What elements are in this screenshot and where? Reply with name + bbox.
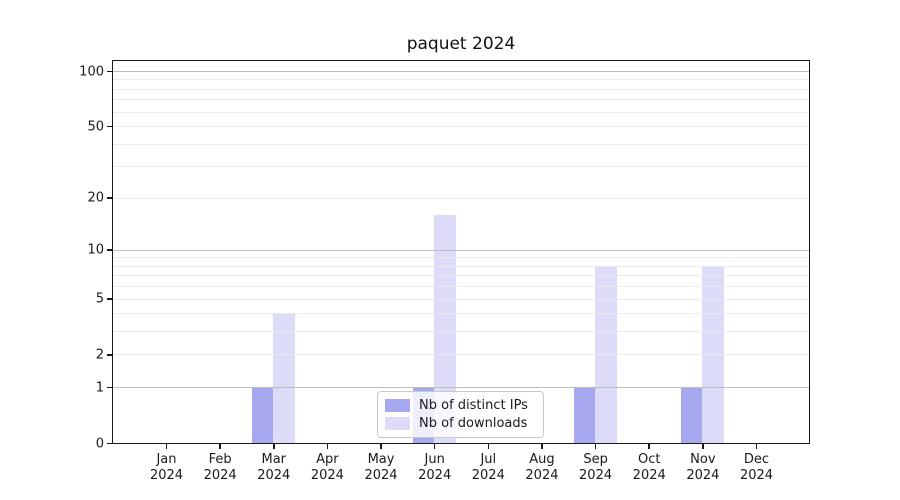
- plot-area: [112, 60, 810, 444]
- legend-swatch-downloads: [385, 417, 410, 430]
- bar-distinct-ips-mar: [251, 387, 274, 443]
- grid-line-minor-70: [113, 99, 809, 101]
- grid-line-minor-30: [113, 166, 809, 168]
- grid-line-minor-7: [113, 275, 809, 277]
- x-axis: Jan 2024 Feb 2024 Mar 2024 Apr 2024 May 2024…: [114, 452, 812, 492]
- legend-label-distinct-ips: Nb of distinct IPs: [419, 398, 528, 413]
- x-tick-mark-mar: [273, 444, 275, 449]
- x-tick-mark-feb: [219, 444, 221, 449]
- grid-line-minor-80: [113, 88, 809, 90]
- x-tick-label-feb: Feb 2024: [203, 452, 237, 483]
- y-tick-label-2: 2: [95, 347, 104, 363]
- y-tick-mark-5: [107, 298, 112, 300]
- x-tick-label-sep: Sep 2024: [579, 452, 613, 483]
- grid-line-minor-90: [113, 79, 809, 81]
- y-tick-mark-2: [107, 354, 112, 356]
- x-tick-label-jan: Jan 2024: [149, 452, 184, 483]
- y-tick-mark-1: [107, 386, 112, 389]
- grid-line-minor-8: [113, 265, 809, 267]
- y-tick-label-0: 0: [95, 436, 104, 451]
- legend-item-downloads: Nb of downloads: [385, 415, 535, 432]
- x-tick-label-jun: Jun 2024: [418, 452, 452, 483]
- y-tick-mark-0: [107, 442, 112, 445]
- legend: Nb of distinct IPs Nb of downloads: [377, 391, 544, 438]
- x-tick-label-jul: Jul 2024: [471, 452, 505, 483]
- bar-downloads-mar: [273, 313, 295, 443]
- x-tick-label-aug: Aug 2024: [525, 452, 559, 483]
- grid-line-minor-5: [113, 298, 809, 300]
- x-tick-mark-apr: [326, 444, 329, 449]
- x-tick-label-apr: Apr 2024: [310, 452, 344, 483]
- x-tick-mark-aug: [541, 444, 543, 449]
- y-axis: 0 1 2 5 10 20 50 100: [0, 62, 104, 450]
- y-tick-mark-20: [107, 197, 112, 199]
- grid-line-minor-20: [113, 197, 809, 199]
- grid-line-major-1: [113, 387, 809, 389]
- x-tick-mark-oct: [648, 444, 650, 449]
- x-tick-mark-jun: [433, 444, 436, 449]
- y-tick-mark-50: [107, 125, 112, 128]
- y-tick-label-100: 100: [79, 64, 104, 79]
- legend-item-distinct-ips: Nb of distinct IPs: [385, 397, 535, 414]
- x-tick-label-may: May 2024: [364, 452, 398, 483]
- grid-line-minor-60: [113, 111, 809, 113]
- x-tick-mark-may: [380, 444, 382, 449]
- grid-line-minor-50: [113, 126, 809, 128]
- grid-line-major-100: [113, 71, 809, 72]
- x-tick-mark-nov: [702, 444, 704, 449]
- bar-downloads-jun: [434, 214, 456, 443]
- grid-line-minor-2: [113, 354, 809, 356]
- grid-line-major-10: [113, 249, 809, 251]
- legend-label-downloads: Nb of downloads: [419, 416, 528, 431]
- grid-line-minor-6: [113, 286, 809, 288]
- bar-distinct-ips-sep: [573, 387, 596, 443]
- legend-swatch-distinct-ips: [385, 399, 410, 412]
- x-tick-mark-jul: [487, 444, 490, 449]
- grid-line-minor-40: [113, 143, 809, 145]
- chart-title: paquet 2024: [406, 34, 516, 54]
- x-tick-label-dec: Dec 2024: [739, 452, 774, 483]
- y-tick-label-5: 5: [95, 291, 104, 307]
- x-tick-mark-dec: [755, 444, 758, 449]
- y-tick-mark-10: [107, 249, 112, 251]
- bar-distinct-ips-nov: [680, 387, 703, 443]
- x-tick-mark-jan: [165, 444, 168, 449]
- grid-line-minor-4: [113, 313, 809, 315]
- y-tick-label-10: 10: [87, 242, 104, 258]
- y-tick-label-20: 20: [87, 190, 104, 206]
- y-tick-label-50: 50: [87, 119, 104, 135]
- x-tick-label-nov: Nov 2024: [686, 452, 720, 483]
- x-tick-label-oct: Oct 2024: [632, 452, 666, 483]
- grid-line-minor-3: [113, 331, 809, 333]
- x-tick-label-mar: Mar 2024: [257, 452, 291, 483]
- grid-line-minor-9: [113, 257, 809, 259]
- y-tick-mark-100: [107, 70, 112, 73]
- x-tick-mark-sep: [594, 444, 597, 449]
- y-tick-label-1: 1: [95, 380, 104, 396]
